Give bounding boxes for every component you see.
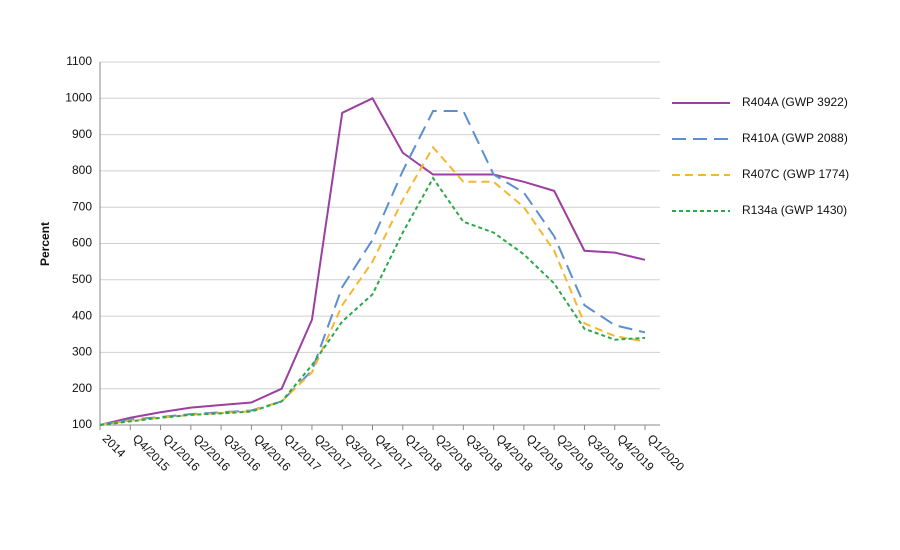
series-line (99, 145, 646, 426)
series-line (99, 110, 646, 426)
legend-label: R410A (GWP 2088) (742, 131, 848, 145)
y-tick-label: 100 (72, 417, 92, 431)
y-tick-label: 500 (72, 272, 92, 286)
y-tick-label: 300 (72, 345, 92, 359)
series-line (99, 176, 646, 426)
y-tick-label: 1100 (66, 54, 92, 68)
y-tick-label: 600 (72, 236, 92, 250)
y-tick-label: 1000 (65, 90, 92, 104)
y-tick-label: 400 (72, 308, 92, 322)
y-tick-label: 900 (72, 127, 92, 141)
y-tick-label: 800 (72, 163, 92, 177)
y-tick-label: 200 (72, 381, 92, 395)
series-line (99, 96, 646, 426)
y-axis-label: Percent (38, 222, 52, 266)
legend-label: R134a (GWP 1430) (742, 203, 847, 217)
legend-label: R407C (GWP 1774) (742, 167, 849, 181)
legend-label: R404A (GWP 3922) (742, 95, 848, 109)
x-tick-label: 2014 (100, 431, 129, 460)
y-tick-label: 700 (72, 199, 92, 213)
